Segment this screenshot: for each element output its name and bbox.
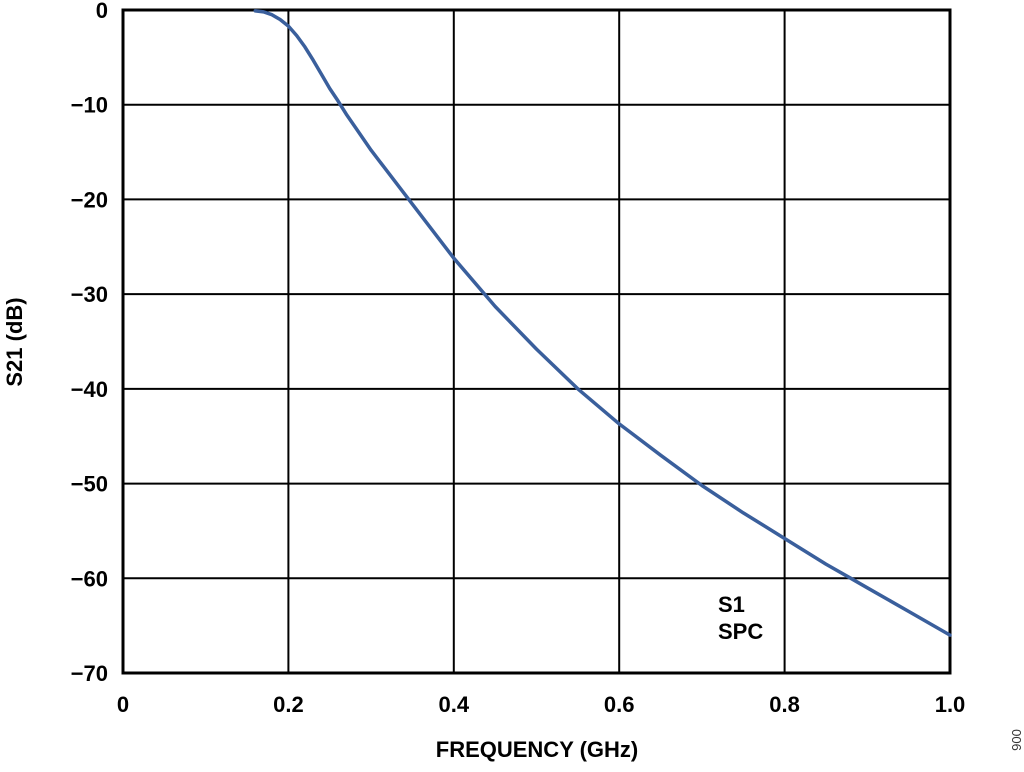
annotation-spc: SPC <box>718 619 763 644</box>
x-tick-label: 0.2 <box>273 692 304 717</box>
x-tick-label: 1.0 <box>935 692 966 717</box>
y-tick-label: −60 <box>71 566 108 591</box>
y-tick-label: −10 <box>71 93 108 118</box>
x-axis-title: FREQUENCY (GHz) <box>436 737 639 762</box>
x-axis-ticks: 0 0.2 0.4 0.6 0.8 1.0 <box>117 692 965 717</box>
y-tick-label: −50 <box>71 472 108 497</box>
x-tick-label: 0.6 <box>604 692 635 717</box>
x-tick-label: 0 <box>117 692 129 717</box>
x-tick-label: 0.8 <box>769 692 800 717</box>
annotation-s1: S1 <box>718 592 745 617</box>
y-axis-ticks: 0 −10 −20 −30 −40 −50 −60 −70 <box>71 0 108 686</box>
y-tick-label: −40 <box>71 377 108 402</box>
plot-border <box>121 8 952 675</box>
figure-id: 006 <box>1009 729 1024 751</box>
series-line-s21 <box>253 9 952 637</box>
y-axis-title: S21 (dB) <box>2 297 27 386</box>
y-tick-label: −20 <box>71 187 108 212</box>
x-tick-label: 0.4 <box>439 692 470 717</box>
plot-frame <box>121 8 952 675</box>
grid-lines <box>123 10 950 673</box>
y-tick-label: −30 <box>71 282 108 307</box>
series-layer <box>253 9 952 637</box>
y-tick-label: −70 <box>71 661 108 686</box>
y-tick-label: 0 <box>96 0 108 23</box>
